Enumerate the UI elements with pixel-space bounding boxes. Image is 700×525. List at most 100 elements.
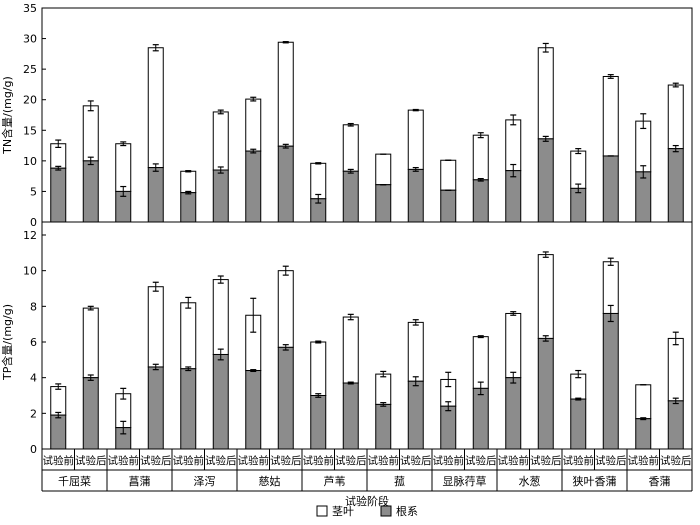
- legend-label-stem-leaf: 茎叶: [332, 505, 354, 518]
- bar-stem-leaf-TN: [570, 150, 587, 189]
- x-species-label: 香蒲: [649, 474, 671, 488]
- bar-stem-leaf-TP: [635, 384, 652, 420]
- x-stage-label: 试验后: [595, 454, 627, 467]
- bar-root-TP: [407, 380, 424, 450]
- x-stage-label: 试验后: [205, 454, 237, 467]
- y-tick-label-TN: 15: [23, 124, 37, 137]
- bar-root-TP: [472, 387, 489, 450]
- bar-stem-leaf-TN: [342, 124, 359, 172]
- y-tick-label-TN: 35: [23, 2, 37, 15]
- x-stage-label: 试验前: [43, 454, 75, 467]
- bar-root-TP: [180, 368, 197, 450]
- y-tick-label-TN: 25: [23, 63, 37, 76]
- x-stage-label: 试验前: [563, 454, 595, 467]
- bar-stem-leaf-TP: [537, 254, 554, 339]
- bar-stem-leaf-TN: [472, 134, 489, 181]
- bar-stem-leaf-TP: [472, 336, 489, 389]
- bar-root-TP: [505, 377, 522, 450]
- bar-root-TP: [310, 395, 327, 450]
- bar-root-TP: [375, 403, 392, 450]
- x-stage-label: 试验前: [433, 454, 465, 467]
- y-tick-label-TP: 12: [23, 229, 37, 242]
- bar-root-TN: [245, 150, 262, 223]
- x-species-label: 狭叶香蒲: [573, 474, 617, 488]
- bar-root-TP: [570, 398, 587, 450]
- x-species-label: 菰: [394, 475, 405, 488]
- bar-root-TN: [50, 167, 67, 223]
- bar-root-TP: [50, 414, 67, 450]
- bar-root-TN: [180, 192, 197, 223]
- bar-stem-leaf-TP: [147, 286, 164, 368]
- bar-root-TN: [602, 155, 619, 223]
- bar-stem-leaf-TN: [537, 47, 554, 140]
- bar-stem-leaf-TN: [505, 119, 522, 172]
- x-species-label: 慈姑: [259, 474, 281, 488]
- bar-stem-leaf-TN: [375, 153, 392, 186]
- x-stage-label: 试验后: [75, 454, 107, 467]
- x-stage-label: 试验后: [140, 454, 172, 467]
- bar-root-TN: [635, 171, 652, 223]
- x-stage-label: 试验后: [400, 454, 432, 467]
- bar-root-TP: [245, 370, 262, 450]
- bar-root-TN: [537, 138, 554, 223]
- bar-root-TN: [277, 145, 294, 223]
- bar-root-TN: [147, 167, 164, 223]
- y-axis-label-TP: TP含量/(mg/g): [0, 304, 14, 381]
- bar-root-TN: [342, 170, 359, 223]
- bar-root-TN: [407, 168, 424, 223]
- bar-stem-leaf-TN: [667, 84, 684, 150]
- bar-stem-leaf-TP: [505, 312, 522, 379]
- y-tick-label-TP: 6: [30, 336, 37, 349]
- bar-stem-leaf-TN: [277, 41, 294, 147]
- x-species-label: 水葱: [519, 475, 541, 488]
- plot-frame: [41, 7, 693, 450]
- y-tick-label-TN: 5: [30, 185, 37, 198]
- bar-stem-leaf-TP: [212, 279, 229, 355]
- x-axis-title: 试验阶段: [345, 494, 389, 508]
- bar-root-TP: [277, 346, 294, 450]
- bar-stem-leaf-TN: [440, 159, 457, 191]
- x-stage-label: 试验前: [173, 454, 205, 467]
- bar-root-TN: [505, 170, 522, 223]
- bar-stem-leaf-TN: [115, 143, 132, 192]
- bar-stem-leaf-TP: [342, 316, 359, 384]
- legend-label-root: 根系: [396, 504, 418, 518]
- bar-root-TN: [82, 160, 99, 223]
- bar-root-TN: [472, 179, 489, 223]
- x-stage-label: 试验前: [498, 454, 530, 467]
- y-axis-label-TN: TN含量/(mg/g): [0, 76, 14, 155]
- bar-stem-leaf-TN: [147, 47, 164, 169]
- bar-root-TN: [375, 184, 392, 223]
- bar-stem-leaf-TN: [212, 111, 229, 171]
- x-stage-label: 试验前: [108, 454, 140, 467]
- y-tick-label-TN: 20: [23, 94, 37, 107]
- x-stage-label: 试验前: [303, 454, 335, 467]
- bar-stem-leaf-TN: [602, 75, 619, 157]
- bar-stem-leaf-TN: [180, 170, 197, 194]
- bar-root-TP: [667, 400, 684, 450]
- bar-stem-leaf-TN: [245, 98, 262, 152]
- bar-root-TP: [212, 353, 229, 450]
- bar-stem-leaf-TP: [50, 386, 67, 416]
- x-stage-label: 试验后: [335, 454, 367, 467]
- x-species-label: 芦苇: [324, 474, 346, 488]
- y-tick-label-TP: 0: [30, 443, 37, 456]
- bar-root-TP: [635, 418, 652, 450]
- bar-root-TN: [570, 187, 587, 223]
- bar-stem-leaf-TP: [277, 270, 294, 348]
- x-species-label: 千屈菜: [58, 475, 91, 488]
- bar-root-TP: [440, 405, 457, 450]
- bar-root-TP: [82, 377, 99, 450]
- bar-stem-leaf-TP: [667, 337, 684, 402]
- x-species-label: 菖蒲: [129, 474, 151, 488]
- bar-root-TP: [342, 382, 359, 450]
- x-species-label: 显脉荇草: [443, 474, 487, 488]
- bar-root-TN: [667, 148, 684, 223]
- x-stage-label: 试验前: [368, 454, 400, 467]
- bar-root-TP: [602, 312, 619, 450]
- y-tick-label-TP: 8: [30, 300, 37, 313]
- bar-stem-leaf-TP: [375, 373, 392, 405]
- bar-stem-leaf-TP: [82, 307, 99, 379]
- y-tick-label-TP: 4: [30, 372, 37, 385]
